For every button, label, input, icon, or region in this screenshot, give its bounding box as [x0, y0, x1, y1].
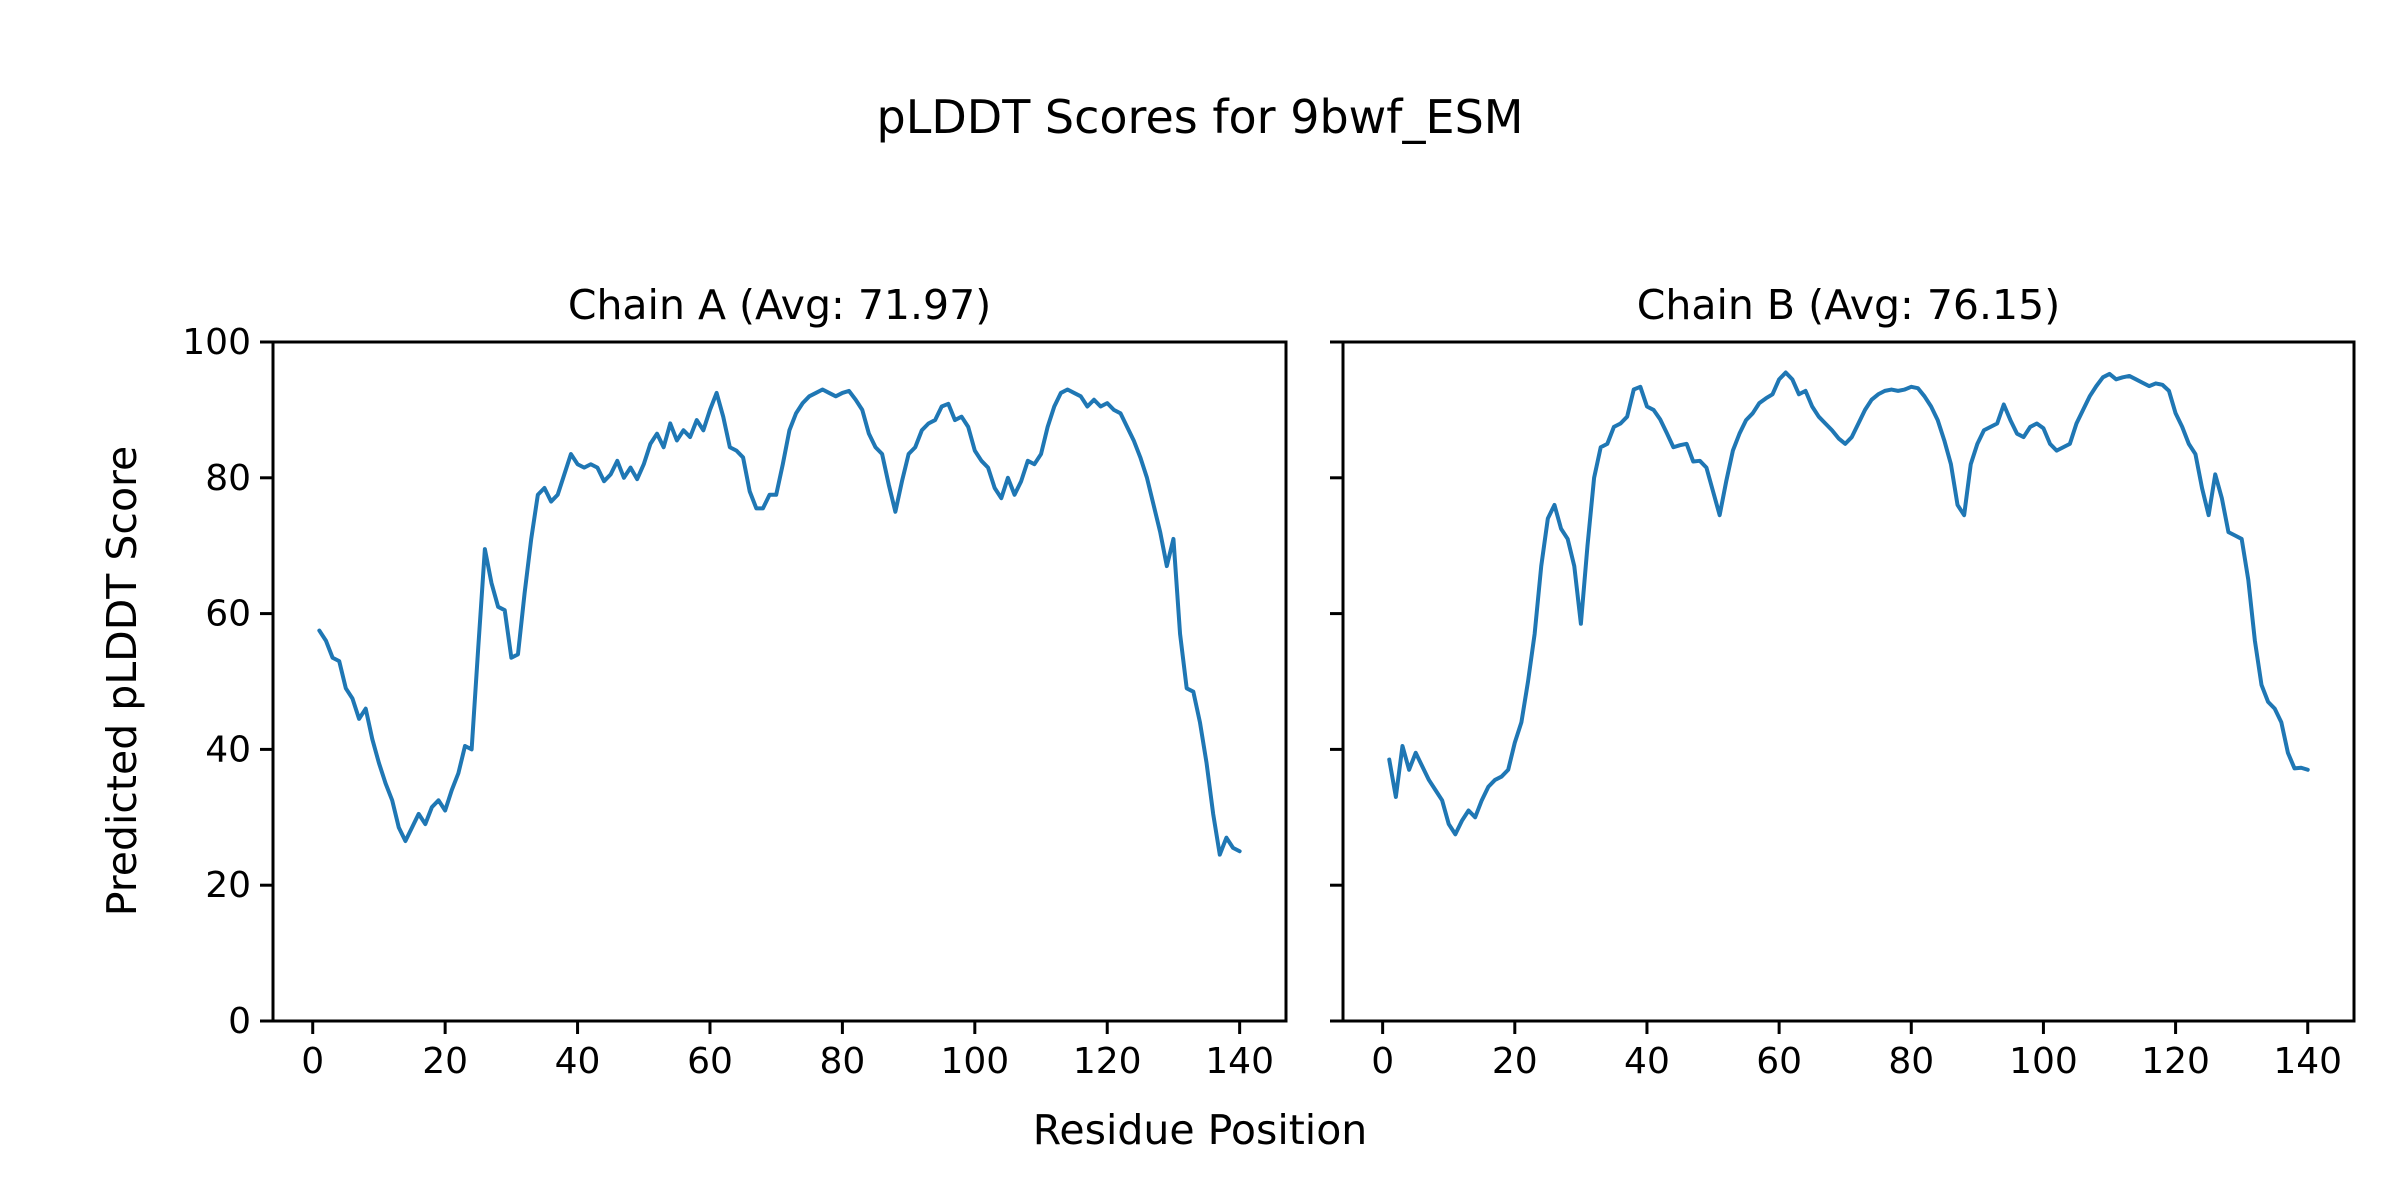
x-tick-label: 140 — [1205, 1041, 1274, 1082]
chain-a-axes: 0 20 40 60 80 100 120 140 0 20 40 60 80 100 — [182, 322, 1288, 1082]
x-tick-label: 100 — [2009, 1041, 2078, 1082]
y-tick-label: 80 — [205, 458, 251, 499]
x-tick-label: 40 — [1624, 1041, 1670, 1082]
x-tick-label: 100 — [940, 1041, 1009, 1082]
x-tick-label: 120 — [2141, 1041, 2210, 1082]
x-tick-label: 40 — [555, 1041, 601, 1082]
x-tick-label: 140 — [2273, 1041, 2342, 1082]
plddt-line — [317, 387, 1242, 857]
axes-spines — [1341, 340, 2356, 1023]
y-tick-label: 0 — [228, 1001, 251, 1042]
chain-b-line-chart: 0 20 40 60 80 100 120 140 — [1330, 340, 2356, 1082]
x-tick-label: 80 — [1888, 1041, 1934, 1082]
y-tick-label: 20 — [205, 865, 251, 906]
y-tick-label: 100 — [182, 322, 251, 363]
x-tick-label: 80 — [819, 1041, 865, 1082]
x-tick-label: 0 — [1371, 1041, 1394, 1082]
y-axis-label: Predicted pLDDT Score — [98, 445, 146, 917]
x-axis-label: Residue Position — [1032, 1106, 1368, 1154]
y-tick-label: 60 — [205, 594, 251, 635]
chain-b-subplot-title: Chain B (Avg: 76.15) — [1636, 281, 2061, 329]
chain-b-axes: 0 20 40 60 80 100 120 140 — [1330, 340, 2356, 1082]
x-tick-label: 60 — [687, 1041, 733, 1082]
x-tick-label: 60 — [1756, 1041, 1802, 1082]
x-tick-label: 0 — [301, 1041, 324, 1082]
chain-a-subplot-title: Chain A (Avg: 71.97) — [567, 281, 992, 329]
y-tick-label: 40 — [205, 729, 251, 770]
x-tick-label: 20 — [1492, 1041, 1538, 1082]
plddt-line — [1387, 370, 2310, 837]
x-tick-label: 20 — [422, 1041, 468, 1082]
chain-a-line-chart: 0 20 40 60 80 100 120 140 0 20 40 60 80 100 — [182, 322, 1288, 1082]
figure-title: pLDDT Scores for 9bwf_ESM — [876, 90, 1524, 144]
x-tick-label: 120 — [1073, 1041, 1142, 1082]
axes-spines — [271, 340, 1288, 1023]
